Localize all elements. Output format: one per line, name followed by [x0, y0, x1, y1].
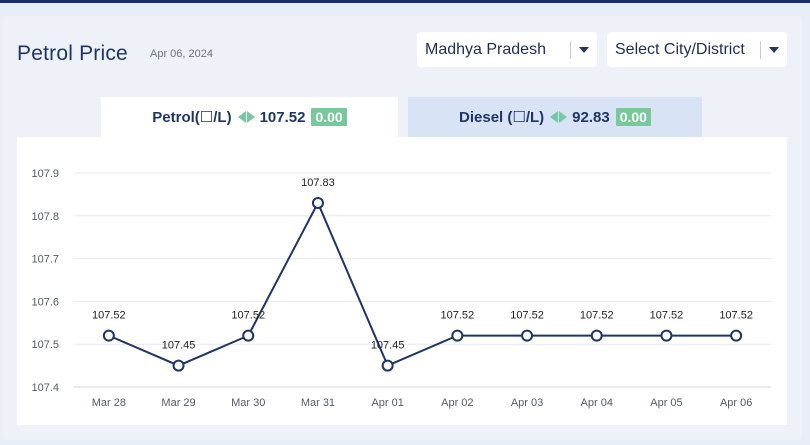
select-separator: [570, 40, 571, 59]
x-tick-label: Apr 02: [441, 397, 473, 409]
x-tick-label: Mar 30: [231, 397, 265, 409]
tab-diesel-change-badge: 0.00: [615, 108, 651, 126]
y-tick-label: 107.6: [31, 296, 59, 308]
x-tick-label: Mar 31: [301, 397, 335, 409]
data-point: [590, 329, 603, 342]
chevron-down-icon[interactable]: [761, 46, 787, 53]
data-label: 107.52: [719, 310, 753, 322]
price-line-chart: 107.4 107.5 107.6 107.7 107.8 107.9 Mar 28 Mar …: [31, 168, 771, 409]
data-point: [730, 329, 743, 342]
data-point: [311, 196, 324, 209]
data-point: [242, 329, 255, 342]
x-tick-label: Apr 05: [650, 397, 682, 409]
data-label: 107.52: [231, 310, 265, 322]
state-select[interactable]: Madhya Pradesh: [417, 32, 597, 67]
data-point: [660, 329, 673, 342]
price-change-arrows-icon: [237, 111, 255, 123]
data-label: 107.45: [162, 340, 196, 352]
data-label: 107.83: [301, 177, 335, 189]
data-point: [381, 359, 394, 372]
price-change-arrows-icon: [550, 111, 568, 123]
data-label: 107.45: [371, 340, 405, 352]
data-label: 107.52: [580, 310, 614, 322]
price-chart-panel: 107.4 107.5 107.6 107.7 107.8 107.9 Mar 28 Mar …: [17, 137, 787, 425]
page-title: Petrol Price: [17, 42, 128, 65]
x-tick-label: Apr 03: [511, 397, 543, 409]
data-label: 107.52: [441, 310, 475, 322]
series-line: [108, 200, 737, 367]
y-tick-label: 107.4: [31, 382, 59, 394]
tab-petrol-price: 107.52: [259, 108, 306, 126]
tab-diesel-label: Diesel (☐/L): [459, 109, 545, 126]
x-tick-label: Apr 04: [581, 397, 613, 409]
data-point: [172, 359, 185, 372]
chevron-down-icon[interactable]: [571, 46, 597, 53]
city-select[interactable]: Select City/District: [607, 32, 787, 67]
select-separator: [760, 40, 761, 59]
tab-diesel[interactable]: Diesel (☐/L) 92.83 0.00: [408, 97, 702, 137]
y-tick-label: 107.9: [31, 168, 59, 180]
x-tick-label: Mar 29: [161, 397, 195, 409]
y-tick-label: 107.8: [31, 211, 59, 223]
data-label: 107.52: [92, 310, 126, 322]
x-tick-label: Apr 01: [371, 397, 403, 409]
x-tick-label: Apr 06: [720, 397, 752, 409]
state-select-value: Madhya Pradesh: [425, 40, 546, 58]
data-point: [521, 329, 534, 342]
data-label: 107.52: [650, 310, 684, 322]
data-point: [102, 329, 115, 342]
y-tick-label: 107.7: [31, 254, 59, 266]
x-tick-label: Mar 28: [92, 397, 126, 409]
tab-petrol-label: Petrol(☐/L): [152, 109, 232, 126]
data-point: [451, 329, 464, 342]
city-select-value: Select City/District: [615, 40, 745, 58]
tab-petrol-change-badge: 0.00: [311, 108, 347, 126]
price-date: Apr 06, 2024: [150, 48, 213, 60]
tab-petrol[interactable]: Petrol(☐/L) 107.52 0.00: [101, 97, 398, 137]
top-accent-bar: [0, 0, 810, 3]
tab-diesel-price: 92.83: [572, 108, 610, 126]
data-label: 107.52: [510, 310, 544, 322]
y-tick-label: 107.5: [31, 339, 59, 351]
